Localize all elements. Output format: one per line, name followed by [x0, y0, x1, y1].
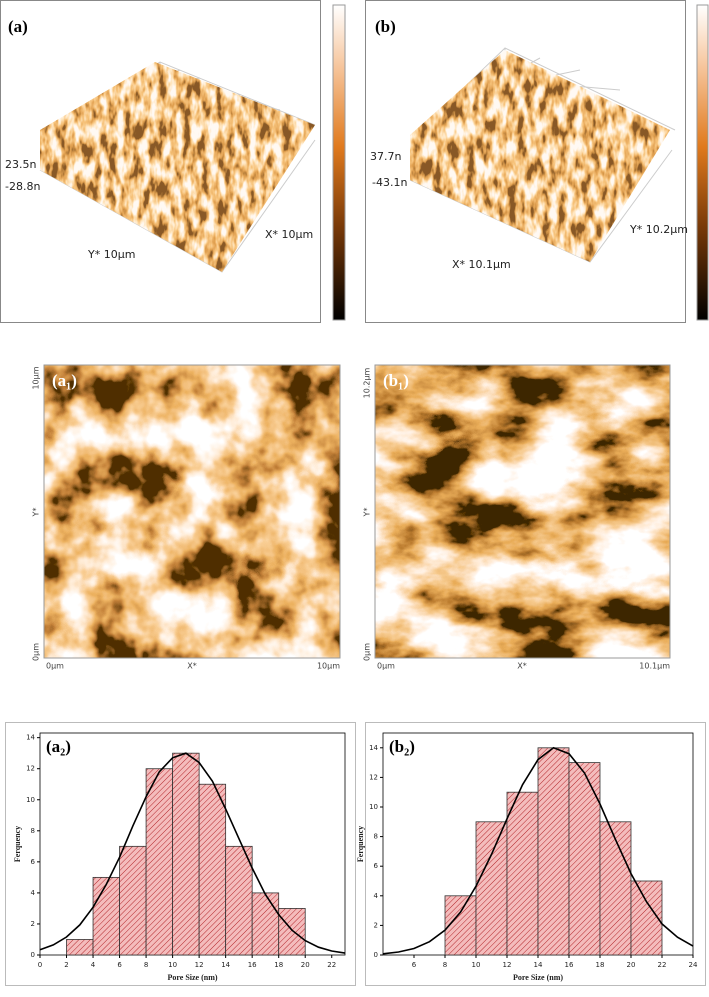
x-tick-label: 8 [144, 961, 148, 969]
y-tick-label: 10 [369, 803, 378, 811]
z-max: 23.5n [5, 158, 36, 171]
y-tick-label: 2 [374, 921, 378, 929]
x-tick-label: 18 [596, 961, 605, 969]
y-mid: Y* [363, 508, 372, 518]
x-tick-label: 14 [221, 961, 230, 969]
x-tick-label: 22 [658, 961, 667, 969]
y-bottom: 0µm [32, 643, 41, 661]
bar [537, 747, 570, 956]
bar [92, 876, 120, 956]
x-tick-label: 18 [274, 961, 283, 969]
fit-curve [39, 752, 346, 954]
x-right: 10.1µm [639, 662, 670, 671]
z-min: -43.1n [372, 176, 407, 189]
bar [225, 845, 253, 956]
y-tick-label: 12 [369, 773, 378, 781]
bar [172, 752, 200, 956]
chart-frame [365, 722, 706, 986]
y-tick-label: 6 [374, 862, 379, 870]
y-tick-label: 4 [31, 889, 36, 897]
colorbar [332, 4, 346, 321]
bar [251, 892, 280, 956]
bar [66, 939, 94, 956]
y-tick-label: 14 [369, 744, 378, 752]
chart-frame [5, 722, 356, 986]
x-mid: X* [517, 662, 526, 671]
bar [278, 908, 306, 956]
x-tick-label: 10 [168, 961, 177, 969]
panel-label: (b₁) [383, 371, 409, 390]
x-tick-label: 10 [472, 961, 481, 969]
x-tick-label: 22 [327, 961, 336, 969]
y-tick-label: 12 [26, 765, 35, 773]
bar [198, 783, 227, 956]
image-frame [43, 364, 341, 659]
panel-label: (a₁) [52, 371, 77, 390]
x-tick-label: 6 [412, 961, 417, 969]
afm-image [44, 365, 340, 658]
x-left: 0µm [46, 662, 64, 671]
x-tick-label: 8 [443, 961, 447, 969]
y-bottom: 0µm [363, 643, 372, 661]
x-tick-label: 16 [248, 961, 257, 969]
panel-label: (a₂) [46, 737, 71, 756]
y-axis-title: Ferquency [13, 826, 22, 862]
y-tick-label: 10 [26, 796, 35, 804]
x-axis-title: Pore Size (nm) [167, 973, 217, 982]
y-tick-label: 8 [374, 833, 378, 841]
y-top: 10µm [32, 366, 41, 389]
bar [444, 895, 477, 956]
bar [506, 791, 539, 956]
x-tick-label: 4 [91, 961, 96, 969]
x-tick-label: 0 [38, 961, 42, 969]
image-frame [374, 364, 671, 659]
z-max: 37.7n [370, 150, 401, 163]
panel-label: (b) [375, 17, 396, 36]
bar [475, 821, 508, 956]
x-tick-label: 16 [565, 961, 574, 969]
y-tick-label: 8 [31, 827, 35, 835]
colorbar [696, 4, 709, 321]
x-axis-title: Pore Size (nm) [513, 973, 563, 982]
bar [630, 880, 663, 956]
x-tick-label: 12 [195, 961, 204, 969]
x-tick-label: 20 [627, 961, 636, 969]
x-tick-label: 2 [64, 961, 68, 969]
x-tick-label: 24 [689, 961, 698, 969]
y-mid: Y* [32, 508, 41, 518]
panel-label: (a) [8, 17, 28, 36]
y-tick-label: 2 [31, 920, 35, 928]
x-tick-label: 20 [301, 961, 310, 969]
y-tick-label: 14 [26, 734, 35, 742]
bar [119, 845, 147, 956]
x-axis-label: X* 10µm [265, 228, 313, 241]
bar [145, 768, 174, 956]
y-tick-label: 4 [374, 892, 379, 900]
x-tick-label: 12 [503, 961, 512, 969]
x-left: 0µm [377, 662, 395, 671]
y-tick-label: 0 [31, 951, 35, 959]
bar [568, 762, 601, 956]
bar [599, 821, 632, 956]
y-top: 10.2µm [363, 367, 372, 398]
y-tick-label: 6 [31, 858, 36, 866]
panel-label: (b₂) [389, 737, 415, 756]
x-axis-label: X* 10.1µm [452, 258, 511, 271]
x-tick-label: 6 [117, 961, 122, 969]
x-mid: X* [187, 662, 196, 671]
x-tick-label: 14 [534, 961, 543, 969]
y-axis-label: Y* 10µm [87, 248, 135, 261]
z-min: -28.8n [5, 180, 40, 193]
afm-image [375, 365, 670, 658]
fit-curve [382, 746, 694, 955]
y-axis-title: Ferquency [356, 826, 365, 862]
x-right: 10µm [317, 662, 340, 671]
y-axis-label: Y* 10.2µm [629, 223, 688, 236]
y-tick-label: 0 [374, 951, 378, 959]
